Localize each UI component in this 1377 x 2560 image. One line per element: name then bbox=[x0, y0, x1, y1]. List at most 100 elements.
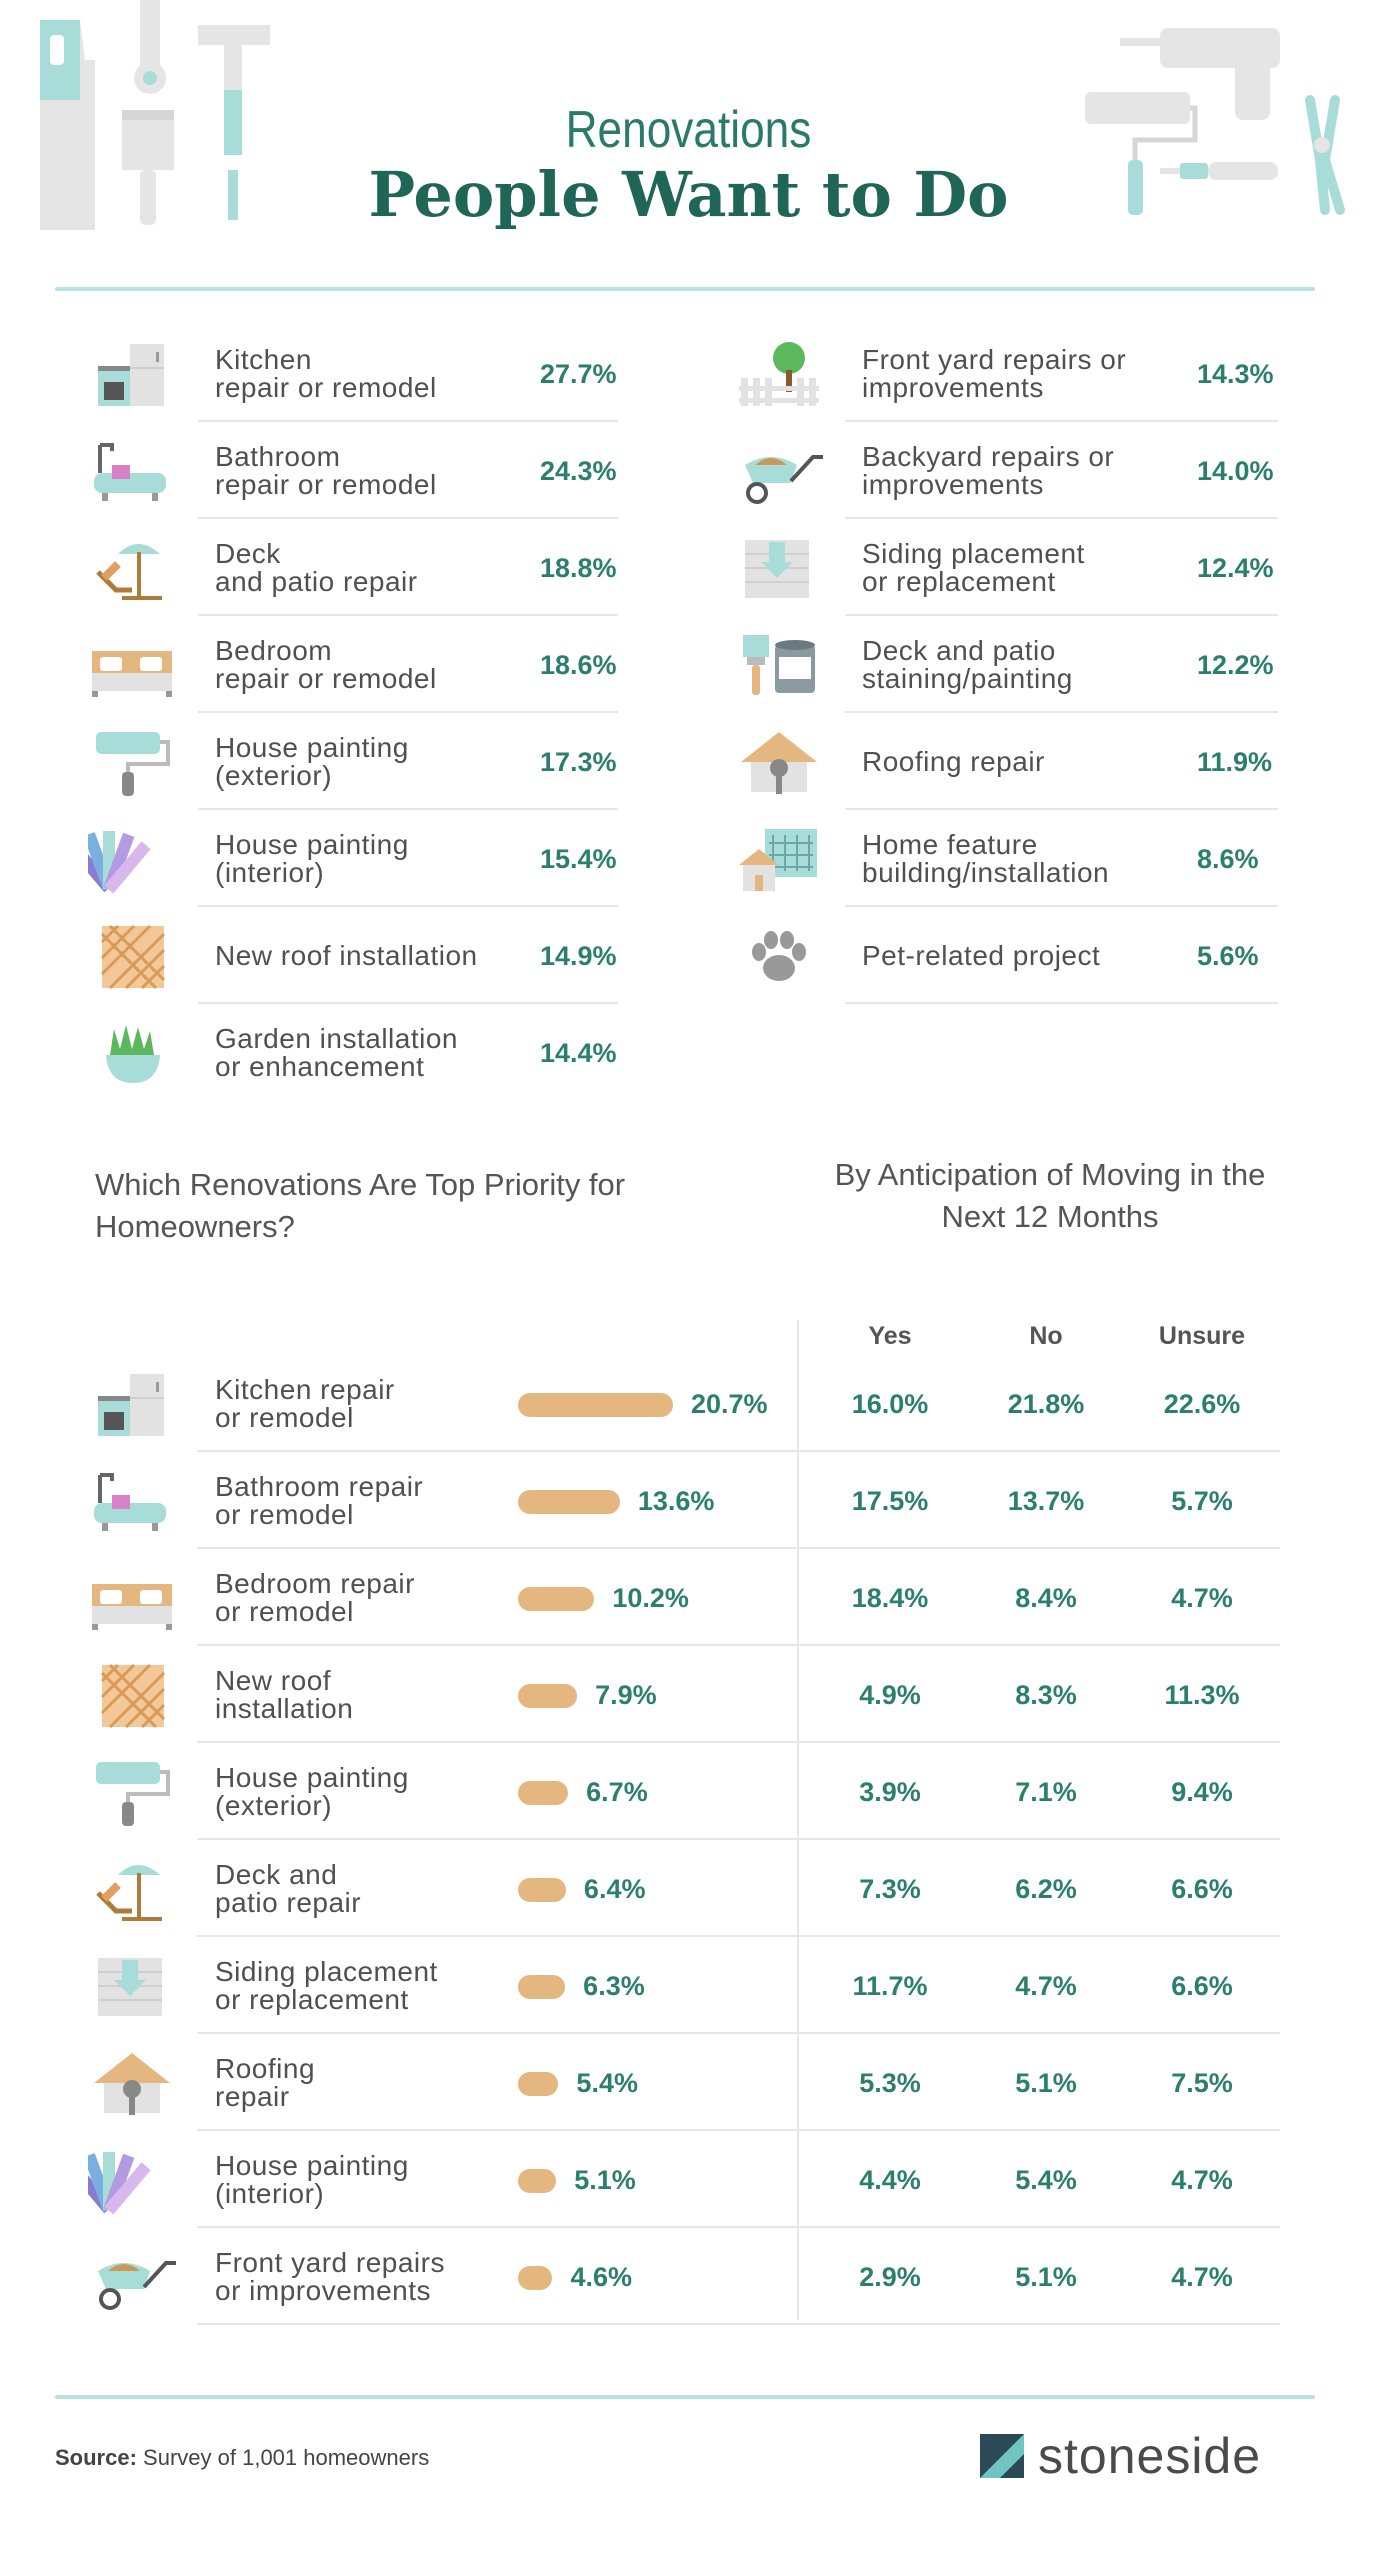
category-label: Siding placement or replacement bbox=[215, 1956, 438, 2015]
header-divider bbox=[55, 287, 1315, 291]
category-label: Bathroom repair or remodel bbox=[215, 1471, 424, 1530]
bar-value-label: 13.6% bbox=[637, 1485, 715, 1516]
moving-no-value: 8.3% bbox=[1015, 1679, 1077, 1710]
top-list-label: Backyard repairs or improvements bbox=[862, 441, 1115, 500]
chart-row: Kitchen repair or remodel 20.7% 16.0% 21.8% 2… bbox=[0, 1356, 1377, 1452]
page-title-line2: People Want to Do bbox=[368, 158, 1009, 231]
tree-fence-icon bbox=[735, 340, 825, 410]
row-divider bbox=[198, 808, 618, 810]
pliers-icon bbox=[1305, 95, 1345, 215]
moving-yes-value: 11.7% bbox=[852, 1970, 928, 2001]
bar bbox=[518, 1393, 673, 1417]
moving-no-value: 7.1% bbox=[1015, 1776, 1077, 1807]
moving-no-value: 4.7% bbox=[1015, 1970, 1077, 2001]
screwdriver-icon bbox=[1160, 162, 1278, 180]
top-list-label: Bedroom repair or remodel bbox=[215, 635, 437, 694]
top-list-label: Kitchen repair or remodel bbox=[215, 344, 437, 403]
paint-roller-header-icon bbox=[1085, 92, 1198, 215]
house-blueprint-icon bbox=[735, 825, 825, 895]
hammer-icon bbox=[198, 25, 270, 220]
row-divider bbox=[845, 420, 1278, 422]
top-list-row: Roofing repair 11.9% bbox=[735, 714, 1295, 810]
moving-yes-value: 4.4% bbox=[859, 2164, 921, 2195]
category-label: Bedroom repair or remodel bbox=[215, 1568, 415, 1627]
row-divider bbox=[845, 1002, 1278, 1004]
top-list-row: Siding placement or replacement 12.4% bbox=[735, 520, 1295, 616]
drill-icon bbox=[1120, 28, 1280, 120]
top-list-label: New roof installation bbox=[215, 940, 478, 971]
chart-row: Siding placement or replacement 6.3% 11.7% 4… bbox=[0, 1938, 1377, 2034]
chart-row: Bathroom repair or remodel 13.6% 17.5% 13.7%… bbox=[0, 1453, 1377, 1549]
row-divider bbox=[197, 1547, 1280, 1549]
color-swatch-icon bbox=[66, 2146, 178, 2216]
top-list-value: 14.9% bbox=[540, 940, 617, 971]
moving-unsure-value: 6.6% bbox=[1171, 1873, 1233, 1904]
paint-can-icon bbox=[735, 631, 825, 701]
top-list-row: House painting (interior) 15.4% bbox=[66, 811, 648, 907]
moving-yes-value: 2.9% bbox=[859, 2261, 921, 2292]
category-label: House painting (interior) bbox=[215, 2150, 409, 2209]
source-label: Source: bbox=[55, 2445, 137, 2470]
siding-icon bbox=[735, 534, 825, 604]
moving-no-value: 5.4% bbox=[1015, 2164, 1077, 2195]
moving-no-value: 8.4% bbox=[1015, 1582, 1077, 1613]
top-list-label: Roofing repair bbox=[862, 746, 1045, 777]
header-tools-illustration bbox=[40, 0, 1345, 230]
moving-unsure-value: 11.3% bbox=[1164, 1679, 1240, 1710]
top-list-row: Front yard repairs or improvements 14.3% bbox=[735, 326, 1295, 422]
row-divider bbox=[198, 711, 618, 713]
top-list-row: Garden installation or enhancement 14.4% bbox=[88, 1005, 648, 1101]
row-divider bbox=[197, 2323, 1280, 2325]
top-list-row: Backyard repairs or improvements 14.0% bbox=[735, 423, 1295, 519]
top-list-value: 27.7% bbox=[540, 358, 617, 389]
top-list-label: Garden installation or enhancement bbox=[215, 1023, 458, 1082]
plant-pot-icon bbox=[88, 1019, 178, 1089]
top-list-label: Home feature building/installation bbox=[862, 829, 1110, 888]
top-list-label: Front yard repairs or improvements bbox=[862, 344, 1127, 403]
top-list-value: 18.6% bbox=[540, 649, 617, 680]
top-list-label: House painting (interior) bbox=[215, 829, 409, 888]
row-divider bbox=[845, 614, 1278, 616]
category-label: House painting (exterior) bbox=[215, 1762, 409, 1821]
moving-no-value: 21.8% bbox=[1007, 1388, 1085, 1419]
top-list-value: 17.3% bbox=[540, 746, 617, 777]
top-list-row: Deck and patio repair 18.8% bbox=[88, 520, 648, 616]
deck-chair-icon bbox=[88, 1855, 178, 1925]
top-list-value: 5.6% bbox=[1197, 940, 1259, 971]
column-header-yes: Yes bbox=[868, 1322, 912, 1350]
moving-yes-value: 16.0% bbox=[851, 1388, 929, 1419]
top-list-value: 11.9% bbox=[1197, 746, 1273, 777]
moving-unsure-value: 4.7% bbox=[1171, 2261, 1233, 2292]
chart-row: House painting (interior) 5.1% 4.4% 5.4% 4.7% bbox=[0, 2132, 1377, 2228]
deck-chair-icon bbox=[88, 534, 178, 604]
moving-unsure-value: 22.6% bbox=[1163, 1388, 1241, 1419]
paintbrush-icon bbox=[122, 110, 174, 225]
top-list-label: Pet-related project bbox=[862, 940, 1101, 971]
row-divider bbox=[197, 1741, 1280, 1743]
color-swatch-icon bbox=[66, 825, 178, 895]
moving-no-value: 13.7% bbox=[1007, 1485, 1085, 1516]
roof-repair-icon bbox=[88, 2049, 178, 2119]
row-divider bbox=[845, 808, 1278, 810]
bar bbox=[518, 1781, 569, 1805]
saw-icon bbox=[40, 20, 95, 230]
category-label: New roof installation bbox=[215, 1665, 354, 1724]
category-label: Deck and patio repair bbox=[215, 1859, 362, 1918]
category-label: Front yard repairs or improvements bbox=[215, 2247, 445, 2306]
bathtub-icon bbox=[88, 437, 178, 507]
wheelbarrow-icon bbox=[735, 437, 825, 507]
moving-yes-value: 7.3% bbox=[859, 1873, 921, 1904]
chart-row: Front yard repairs or improvements 4.6% 2.9… bbox=[0, 2229, 1377, 2325]
row-divider bbox=[197, 1450, 1280, 1452]
row-divider bbox=[197, 2032, 1280, 2034]
brand-name: stoneside bbox=[1038, 2428, 1262, 2484]
bar-value-label: 6.4% bbox=[583, 1873, 646, 1904]
kitchen-icon bbox=[88, 340, 178, 410]
top-list-row: Kitchen repair or remodel 27.7% bbox=[88, 326, 648, 422]
top-list-value: 14.3% bbox=[1197, 358, 1274, 389]
chart-row: New roof installation 7.9% 4.9% 8.3% 11.3% bbox=[0, 1647, 1377, 1743]
row-divider bbox=[198, 517, 618, 519]
wheelbarrow-icon bbox=[88, 2243, 178, 2313]
footer-divider bbox=[55, 2395, 1315, 2399]
bed-icon bbox=[88, 1564, 178, 1634]
